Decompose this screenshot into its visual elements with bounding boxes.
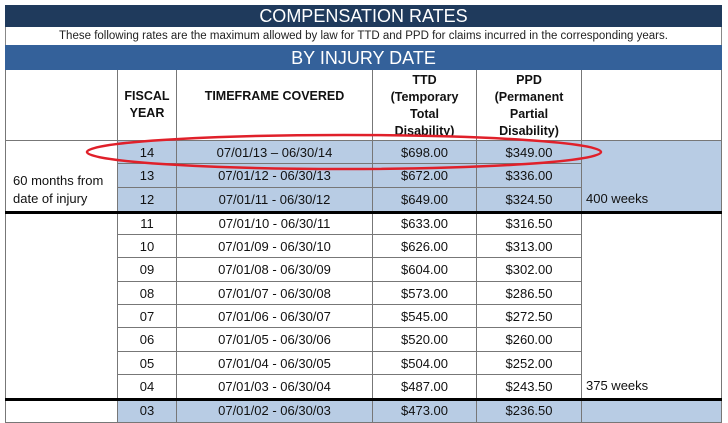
- cell-timeframe: 07/01/08 - 06/30/09: [177, 258, 373, 282]
- cell-timeframe: 07/01/06 - 06/30/07: [177, 305, 373, 328]
- cell-ttd: $573.00: [373, 282, 477, 305]
- duration-400-weeks: 400 weeks: [582, 141, 722, 212]
- cell-timeframe: 07/01/13 – 06/30/14: [177, 141, 373, 164]
- cell-ppd: $349.00: [477, 141, 582, 164]
- cell-timeframe: 07/01/09 - 06/30/10: [177, 235, 373, 258]
- cell-timeframe: 07/01/11 - 06/30/12: [177, 188, 373, 212]
- cell-ppd: $243.50: [477, 375, 582, 399]
- header-fiscal-year: FISCAL YEAR: [118, 70, 177, 141]
- cell-ttd: $520.00: [373, 328, 477, 352]
- cell-ttd: $604.00: [373, 258, 477, 282]
- cell-ppd: $272.50: [477, 305, 582, 328]
- cell-timeframe: 07/01/03 - 06/30/04: [177, 375, 373, 399]
- cell-ttd: $672.00: [373, 164, 477, 188]
- page-title: COMPENSATION RATES: [5, 5, 722, 27]
- duration-next-group: [582, 399, 722, 423]
- cell-fy: 12: [118, 188, 177, 212]
- cell-ttd: $633.00: [373, 212, 477, 235]
- cell-fy: 08: [118, 282, 177, 305]
- cell-ttd: $626.00: [373, 235, 477, 258]
- cell-fy: 04: [118, 375, 177, 399]
- cell-timeframe: 07/01/10 - 06/30/11: [177, 212, 373, 235]
- group-label-60-months: 60 months from date of injury: [5, 141, 118, 212]
- cell-fy: 03: [118, 399, 177, 423]
- cell-ppd: $302.00: [477, 258, 582, 282]
- cell-ppd: $260.00: [477, 328, 582, 352]
- duration-375-weeks: 375 weeks: [582, 212, 722, 399]
- group-label-blank: [5, 212, 118, 423]
- cell-ttd: $473.00: [373, 399, 477, 423]
- cell-fy: 09: [118, 258, 177, 282]
- cell-fy: 14: [118, 141, 177, 164]
- group-divider: [5, 211, 722, 214]
- cell-ttd: $504.00: [373, 352, 477, 375]
- cell-fy: 07: [118, 305, 177, 328]
- cell-fy: 11: [118, 212, 177, 235]
- cell-ppd: $313.00: [477, 235, 582, 258]
- cell-fy: 05: [118, 352, 177, 375]
- cell-ttd: $487.00: [373, 375, 477, 399]
- header-blank: [5, 70, 118, 141]
- cell-fy: 06: [118, 328, 177, 352]
- cell-ppd: $324.50: [477, 188, 582, 212]
- header-duration: [582, 70, 722, 141]
- cell-ttd: $698.00: [373, 141, 477, 164]
- cell-timeframe: 07/01/05 - 06/30/06: [177, 328, 373, 352]
- cell-timeframe: 07/01/07 - 06/30/08: [177, 282, 373, 305]
- cell-ttd: $649.00: [373, 188, 477, 212]
- cell-ppd: $252.00: [477, 352, 582, 375]
- header-ppd: PPD (Permanent Partial Disability): [477, 70, 582, 141]
- cell-ppd: $316.50: [477, 212, 582, 235]
- cell-fy: 10: [118, 235, 177, 258]
- header-timeframe: TIMEFRAME COVERED: [177, 70, 373, 141]
- cell-timeframe: 07/01/12 - 06/30/13: [177, 164, 373, 188]
- cell-timeframe: 07/01/04 - 06/30/05: [177, 352, 373, 375]
- cell-ppd: $236.50: [477, 399, 582, 423]
- group-divider: [5, 398, 722, 401]
- cell-fy: 13: [118, 164, 177, 188]
- section-banner: BY INJURY DATE: [5, 45, 722, 70]
- cell-timeframe: 07/01/02 - 06/30/03: [177, 399, 373, 423]
- cell-ppd: $336.00: [477, 164, 582, 188]
- header-ttd: TTD (Temporary Total Disability): [373, 70, 477, 141]
- cell-ttd: $545.00: [373, 305, 477, 328]
- subtitle: These following rates are the maximum al…: [5, 27, 722, 45]
- cell-ppd: $286.50: [477, 282, 582, 305]
